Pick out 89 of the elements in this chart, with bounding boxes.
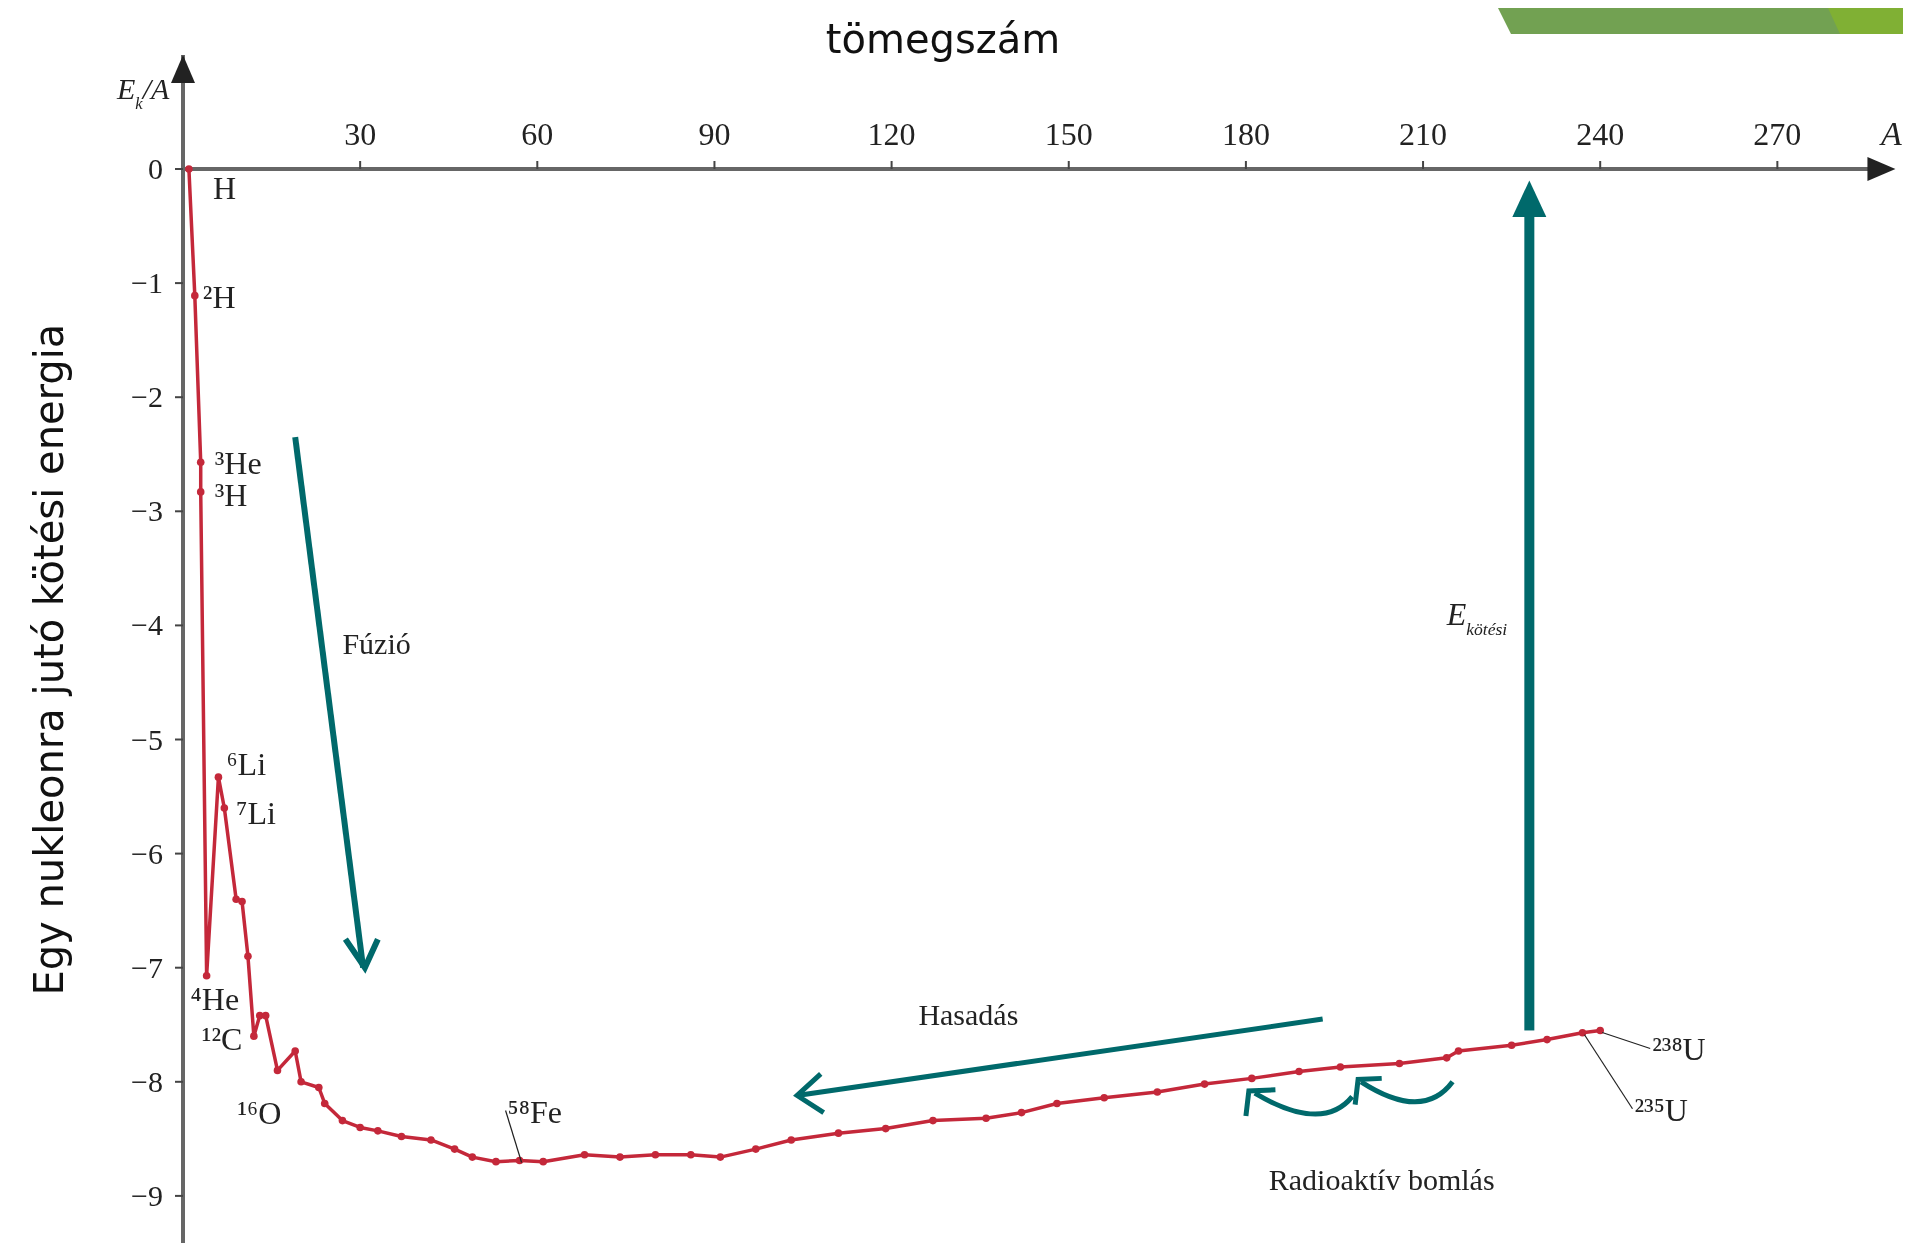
- annotation: ²³⁵U: [1634, 1091, 1688, 1128]
- point: [1454, 1047, 1463, 1055]
- annotation: ²H: [202, 278, 236, 315]
- point: [751, 1145, 760, 1153]
- point: [214, 773, 223, 781]
- annotation: Radioaktív bomlás: [1268, 1163, 1495, 1197]
- point: [196, 458, 205, 467]
- y-axis-title: Egy nukleonra jutó kötési energia: [26, 323, 72, 996]
- point: [1200, 1080, 1209, 1088]
- point: [929, 1116, 937, 1125]
- point: [1017, 1108, 1026, 1117]
- point: [297, 1078, 305, 1086]
- x-tick-label: 270: [1753, 116, 1802, 152]
- point: [1100, 1093, 1108, 1102]
- point: [232, 895, 240, 904]
- annotation: ²³⁸U: [1652, 1031, 1706, 1068]
- point: [580, 1151, 589, 1159]
- point: [716, 1153, 725, 1161]
- point: [787, 1136, 796, 1144]
- point: [1596, 1026, 1604, 1035]
- point: [374, 1127, 382, 1135]
- x-tick-label: 240: [1576, 116, 1625, 152]
- point: [687, 1151, 695, 1159]
- point: [651, 1151, 660, 1159]
- annotation: Hasadás: [918, 997, 1019, 1031]
- x-tick-label: 90: [698, 116, 731, 152]
- x-tick-label: 210: [1399, 116, 1448, 152]
- point: [427, 1136, 435, 1144]
- point: [261, 1011, 270, 1020]
- point: [468, 1153, 477, 1161]
- point: [1395, 1059, 1404, 1068]
- point: [1248, 1074, 1256, 1083]
- y-tick-label: −9: [131, 1178, 163, 1212]
- x-tick-label: 30: [344, 116, 377, 152]
- point: [1442, 1054, 1451, 1062]
- annotation: ⁷Li: [236, 794, 277, 831]
- point: [1578, 1028, 1587, 1037]
- point: [616, 1153, 624, 1161]
- y-tick-label: −8: [131, 1064, 163, 1098]
- point: [834, 1129, 843, 1137]
- point: [338, 1116, 347, 1125]
- y-tick-label: 0: [148, 152, 163, 185]
- point: [1053, 1099, 1061, 1108]
- annotation: ⁴He: [190, 980, 240, 1017]
- x-tick-label: 60: [521, 116, 554, 152]
- y-tick-label: −5: [131, 722, 163, 756]
- x-tick-label: 180: [1221, 116, 1270, 152]
- y-tick-label: −7: [131, 950, 163, 984]
- y-tick-label: −6: [131, 836, 163, 870]
- point: [220, 804, 229, 812]
- text: E$_{k}$/A: [116, 71, 170, 113]
- x-tick-label: 120: [867, 116, 916, 152]
- point: [315, 1083, 323, 1092]
- point: [450, 1145, 459, 1153]
- point: [250, 1032, 258, 1040]
- point: [244, 952, 252, 961]
- annotation: ⁵⁸Fe: [507, 1093, 562, 1130]
- point: [881, 1124, 890, 1133]
- y-tick-label: −2: [131, 380, 163, 414]
- point: [202, 971, 211, 980]
- point: [1507, 1041, 1516, 1050]
- point: [397, 1132, 406, 1141]
- annotation: ¹⁶O: [237, 1095, 282, 1132]
- point: [191, 291, 199, 300]
- point: [1543, 1035, 1551, 1044]
- point: [291, 1047, 299, 1055]
- x-tick-label: 150: [1044, 116, 1093, 152]
- point: [1153, 1088, 1162, 1096]
- point: [539, 1157, 548, 1166]
- annotation: ⁶Li: [226, 746, 267, 783]
- annotation: Fúzió: [342, 626, 411, 660]
- x-axis-title: A: [1879, 115, 1903, 152]
- point: [238, 897, 246, 906]
- y-tick-label: −1: [131, 266, 163, 300]
- point: [492, 1157, 500, 1166]
- annotation: H: [212, 170, 237, 206]
- point: [982, 1114, 990, 1123]
- point: [196, 488, 205, 496]
- annotation: ¹²C: [201, 1021, 243, 1058]
- point: [320, 1099, 329, 1108]
- y-tick-label: −4: [131, 608, 163, 642]
- chart-title: tömegszám: [825, 16, 1061, 62]
- point: [185, 165, 193, 173]
- point: [1336, 1063, 1345, 1071]
- point: [356, 1123, 364, 1132]
- point: [273, 1066, 282, 1075]
- point: [1295, 1067, 1303, 1076]
- y-tick-label: −3: [131, 494, 163, 528]
- annotation: E$_{kötési}$: [1445, 596, 1508, 640]
